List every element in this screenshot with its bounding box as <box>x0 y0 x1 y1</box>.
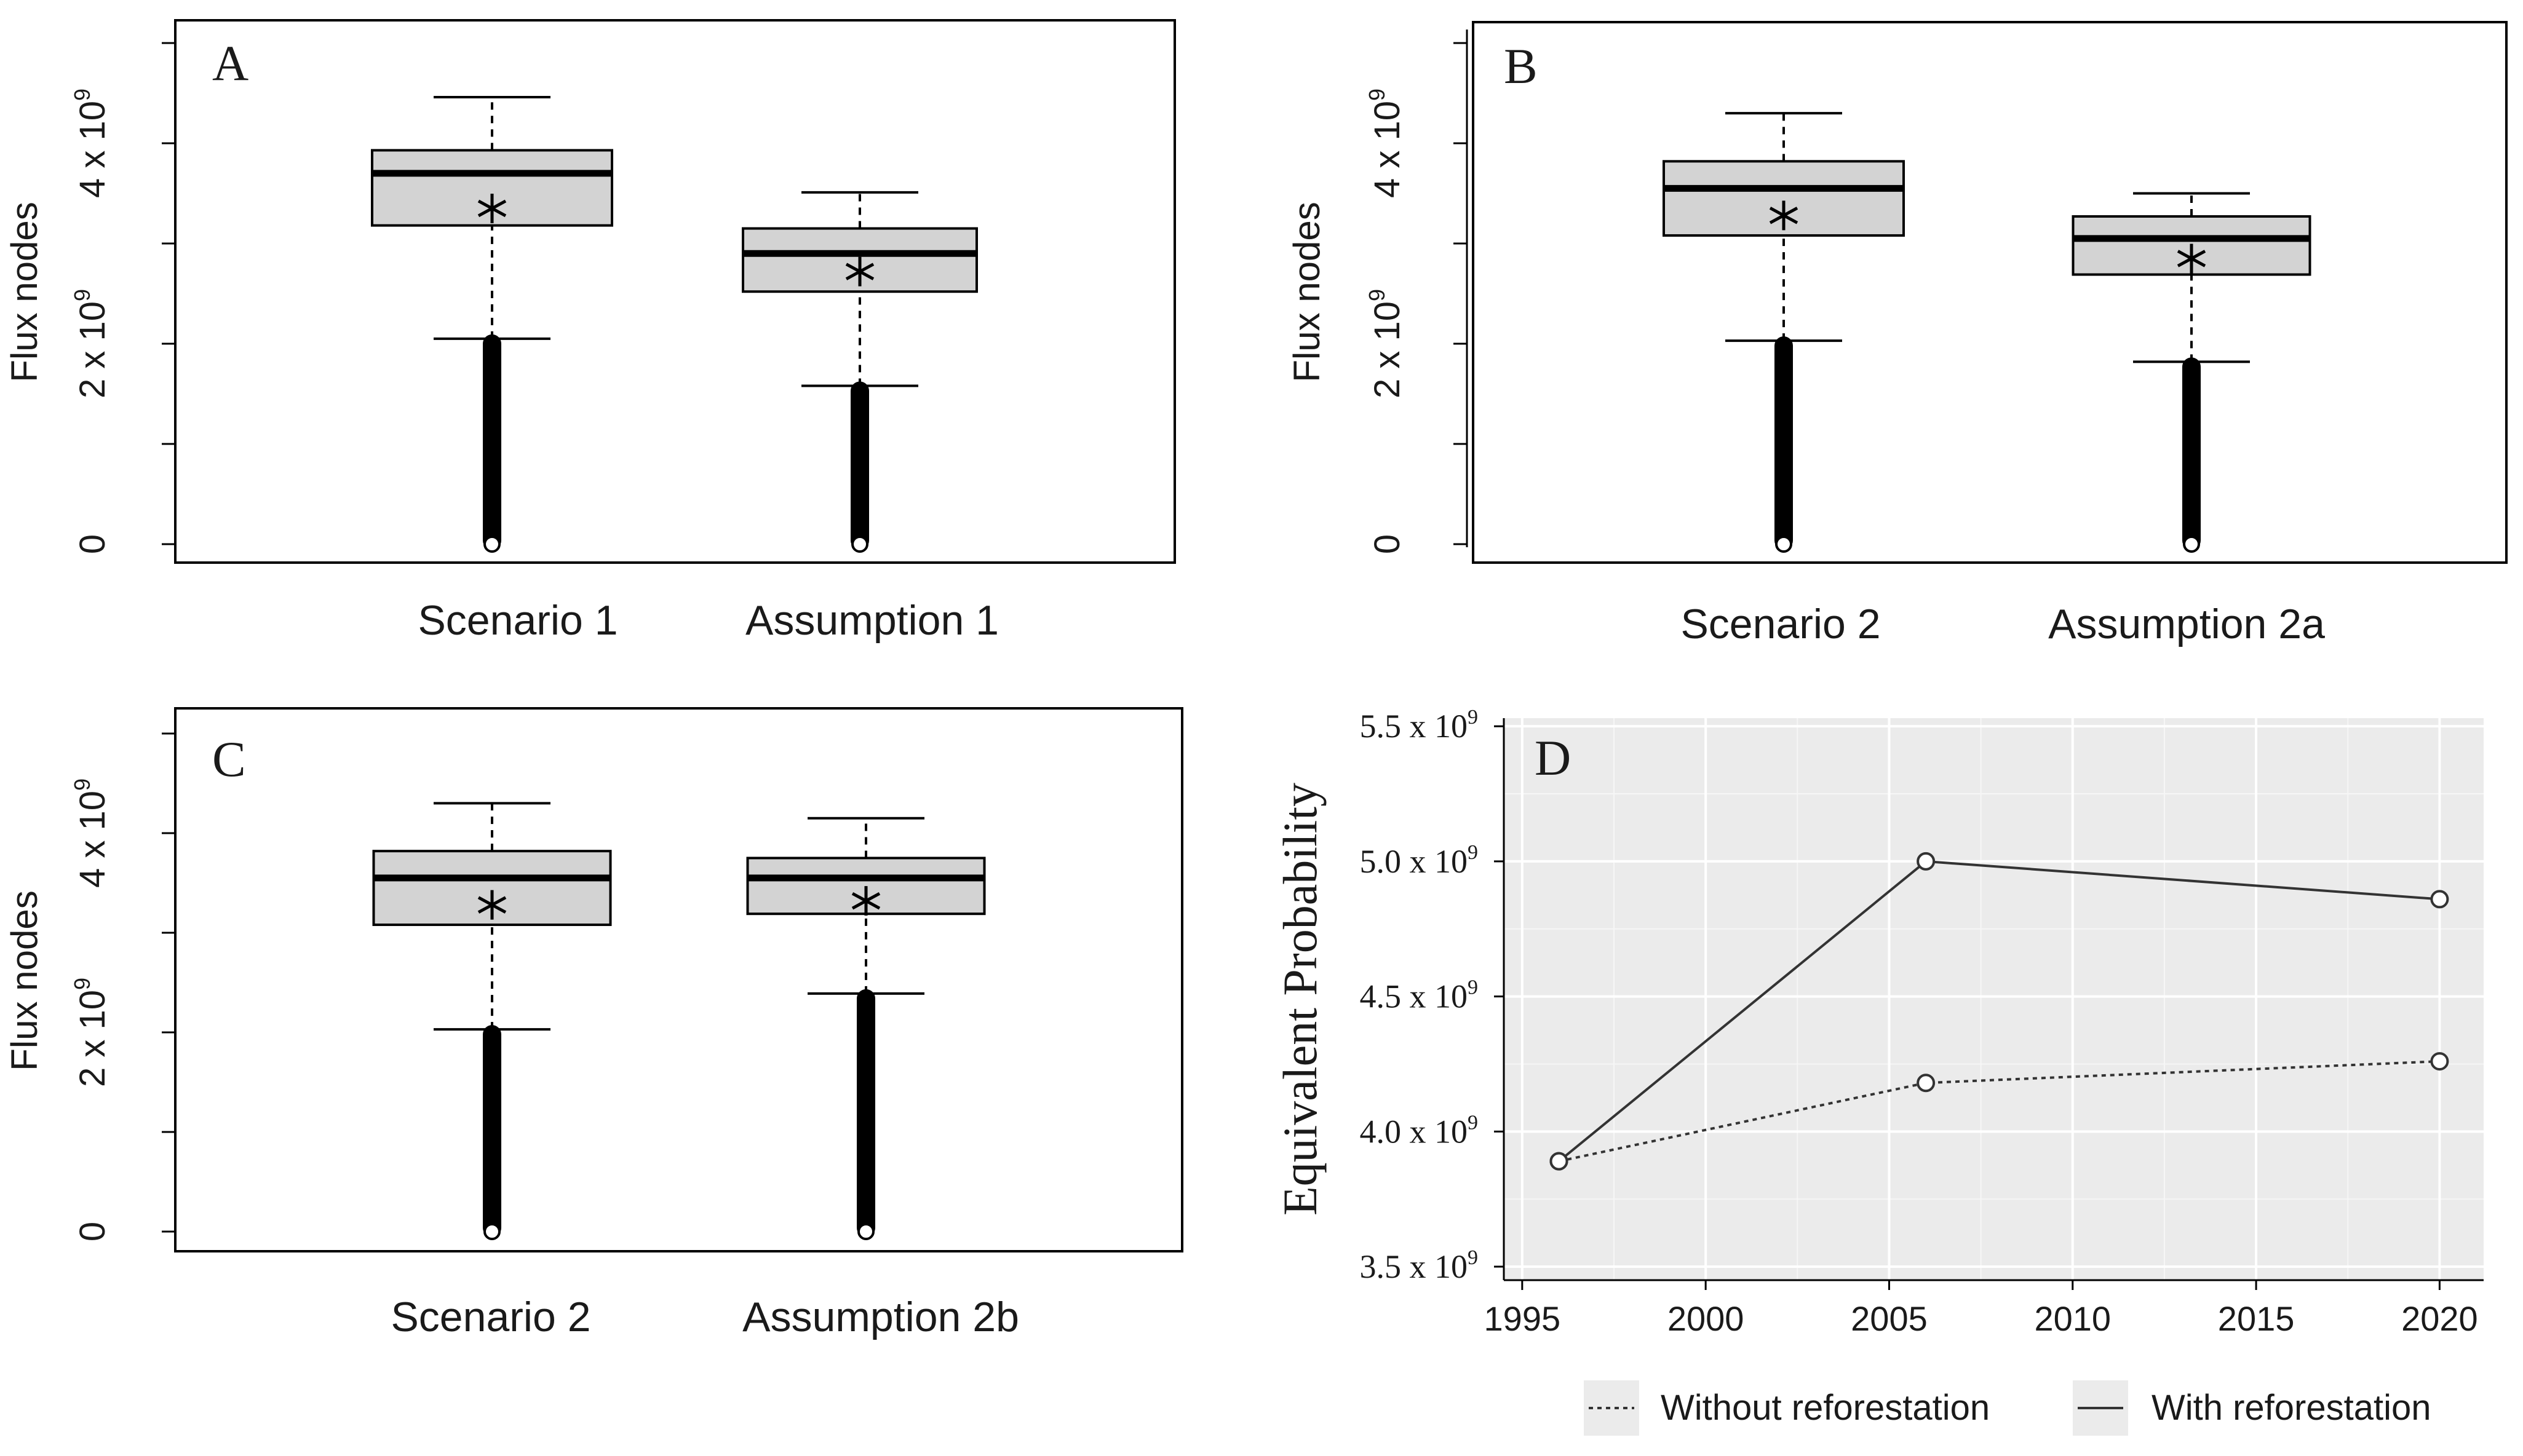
tick-exponent: 9 <box>70 978 95 990</box>
mean-marker <box>477 890 507 920</box>
mean-stroke <box>477 199 507 218</box>
mean-stroke <box>845 263 875 280</box>
legend-label: Without reforestation <box>1661 1388 1990 1428</box>
y-tick-label: 4 x 109 <box>1364 89 1407 198</box>
plot-background <box>1504 718 2484 1280</box>
box-1 <box>1663 112 1905 553</box>
legend: Without reforestation With reforestation <box>1584 1380 2431 1436</box>
mean-marker <box>851 886 881 916</box>
box-1 <box>372 802 612 1240</box>
tick-exponent: 9 <box>1364 89 1389 101</box>
y-tick-label: 4 x 109 <box>70 89 113 198</box>
data-point <box>1549 1152 1568 1171</box>
tick-exponent: 9 <box>70 778 95 791</box>
panel-letter: C <box>212 731 246 787</box>
mean-marker <box>477 193 507 223</box>
x-tick-label: 2020 <box>2401 1299 2478 1338</box>
category-label: Assumption 2a <box>2048 601 2325 647</box>
mean-marker <box>2177 243 2206 274</box>
y-tick-label: 3.5 x 109 <box>1360 1246 1479 1285</box>
y-axis-label: Equivalent Probability <box>1273 783 1327 1216</box>
y-axis-label: Flux nodes <box>4 890 45 1071</box>
x-tick-label: 2015 <box>2218 1299 2295 1338</box>
panel-b: B Flux nodes 0 2 x 109 4 x 109 Scenario 2 Assu… <box>1286 21 2508 647</box>
x-tick-label: 2010 <box>2034 1299 2111 1338</box>
box-2 <box>2072 192 2311 553</box>
category-label: Scenario 1 <box>418 597 618 644</box>
tick-exponent: 9 <box>70 89 95 101</box>
tick-exponent: 9 <box>1468 976 1478 999</box>
category-label: Scenario 2 <box>391 1294 590 1340</box>
y-tick-label: 0 <box>73 1222 113 1241</box>
y-tick-label: 5.5 x 109 <box>1360 706 1479 745</box>
mean-stroke <box>1769 207 1798 224</box>
data-point <box>2430 890 2449 909</box>
legend-label: With reforestation <box>2152 1388 2431 1428</box>
outlier-point <box>2183 536 2200 553</box>
panel-letter: A <box>212 35 248 91</box>
tick-exponent: 9 <box>70 289 95 301</box>
outlier-point <box>857 1223 875 1240</box>
category-label: Assumption 1 <box>745 597 999 644</box>
panel-a: A Flux nodes 0 2 x 109 4 x 109 Scenario 1 Assu… <box>4 19 1176 644</box>
tick-exponent: 9 <box>1468 1111 1478 1134</box>
series-2 <box>1549 852 2449 1171</box>
panel-c: C Flux nodes 0 2 x 109 4 x 109 Scenario 2 Assu… <box>4 707 1183 1340</box>
mean-stroke <box>477 896 507 914</box>
y-tick-label: 4.5 x 109 <box>1360 976 1479 1015</box>
y-tick-label: 4.0 x 109 <box>1360 1111 1479 1150</box>
mean-stroke <box>851 892 881 910</box>
y-tick-label: 2 x 109 <box>1364 289 1407 398</box>
plot-frame <box>174 19 1176 564</box>
mean-marker <box>845 256 875 287</box>
tick-exponent: 9 <box>1468 841 1478 864</box>
box-2 <box>746 817 986 1240</box>
box-2 <box>742 191 978 553</box>
panel-letter: B <box>1504 38 1538 94</box>
y-tick-label: 2 x 109 <box>70 289 113 398</box>
tick-exponent: 9 <box>1364 289 1389 301</box>
outlier-point <box>851 536 868 553</box>
outlier-point <box>1775 536 1792 553</box>
outlier-point <box>483 536 501 553</box>
mean-marker <box>1769 200 1798 231</box>
y-tick-label: 0 <box>1367 534 1407 554</box>
plot-frame <box>1472 21 2508 564</box>
x-tick-label: 2005 <box>1851 1299 1928 1338</box>
panel-letter: D <box>1535 730 1571 786</box>
x-tick-label: 1995 <box>1484 1299 1561 1338</box>
tick-exponent: 9 <box>1468 706 1478 729</box>
category-label: Scenario 2 <box>1680 601 1880 647</box>
category-label: Assumption 2b <box>742 1294 1019 1340</box>
data-point <box>1917 1074 1936 1093</box>
y-axis-label: Flux nodes <box>1286 202 1327 382</box>
plot-frame <box>174 707 1183 1252</box>
mean-stroke <box>2177 250 2206 267</box>
data-point <box>2430 1052 2449 1071</box>
y-tick-label: 2 x 109 <box>70 978 113 1087</box>
y-tick-label: 0 <box>73 534 113 554</box>
x-tick-label: 2000 <box>1667 1299 1744 1338</box>
outlier-point <box>483 1223 501 1240</box>
series-line <box>1559 1060 2440 1163</box>
data-point <box>1917 852 1936 871</box>
box-1 <box>371 96 613 553</box>
y-axis-label: Flux nodes <box>4 202 45 382</box>
tick-exponent: 9 <box>1468 1246 1478 1269</box>
y-tick-label: 5.0 x 109 <box>1360 841 1479 880</box>
panel-d: 1995 2000 2005 2010 2015 2020 3.5 x 109 4.0 x 1… <box>1273 706 2484 1436</box>
y-tick-label: 4 x 109 <box>70 778 113 888</box>
